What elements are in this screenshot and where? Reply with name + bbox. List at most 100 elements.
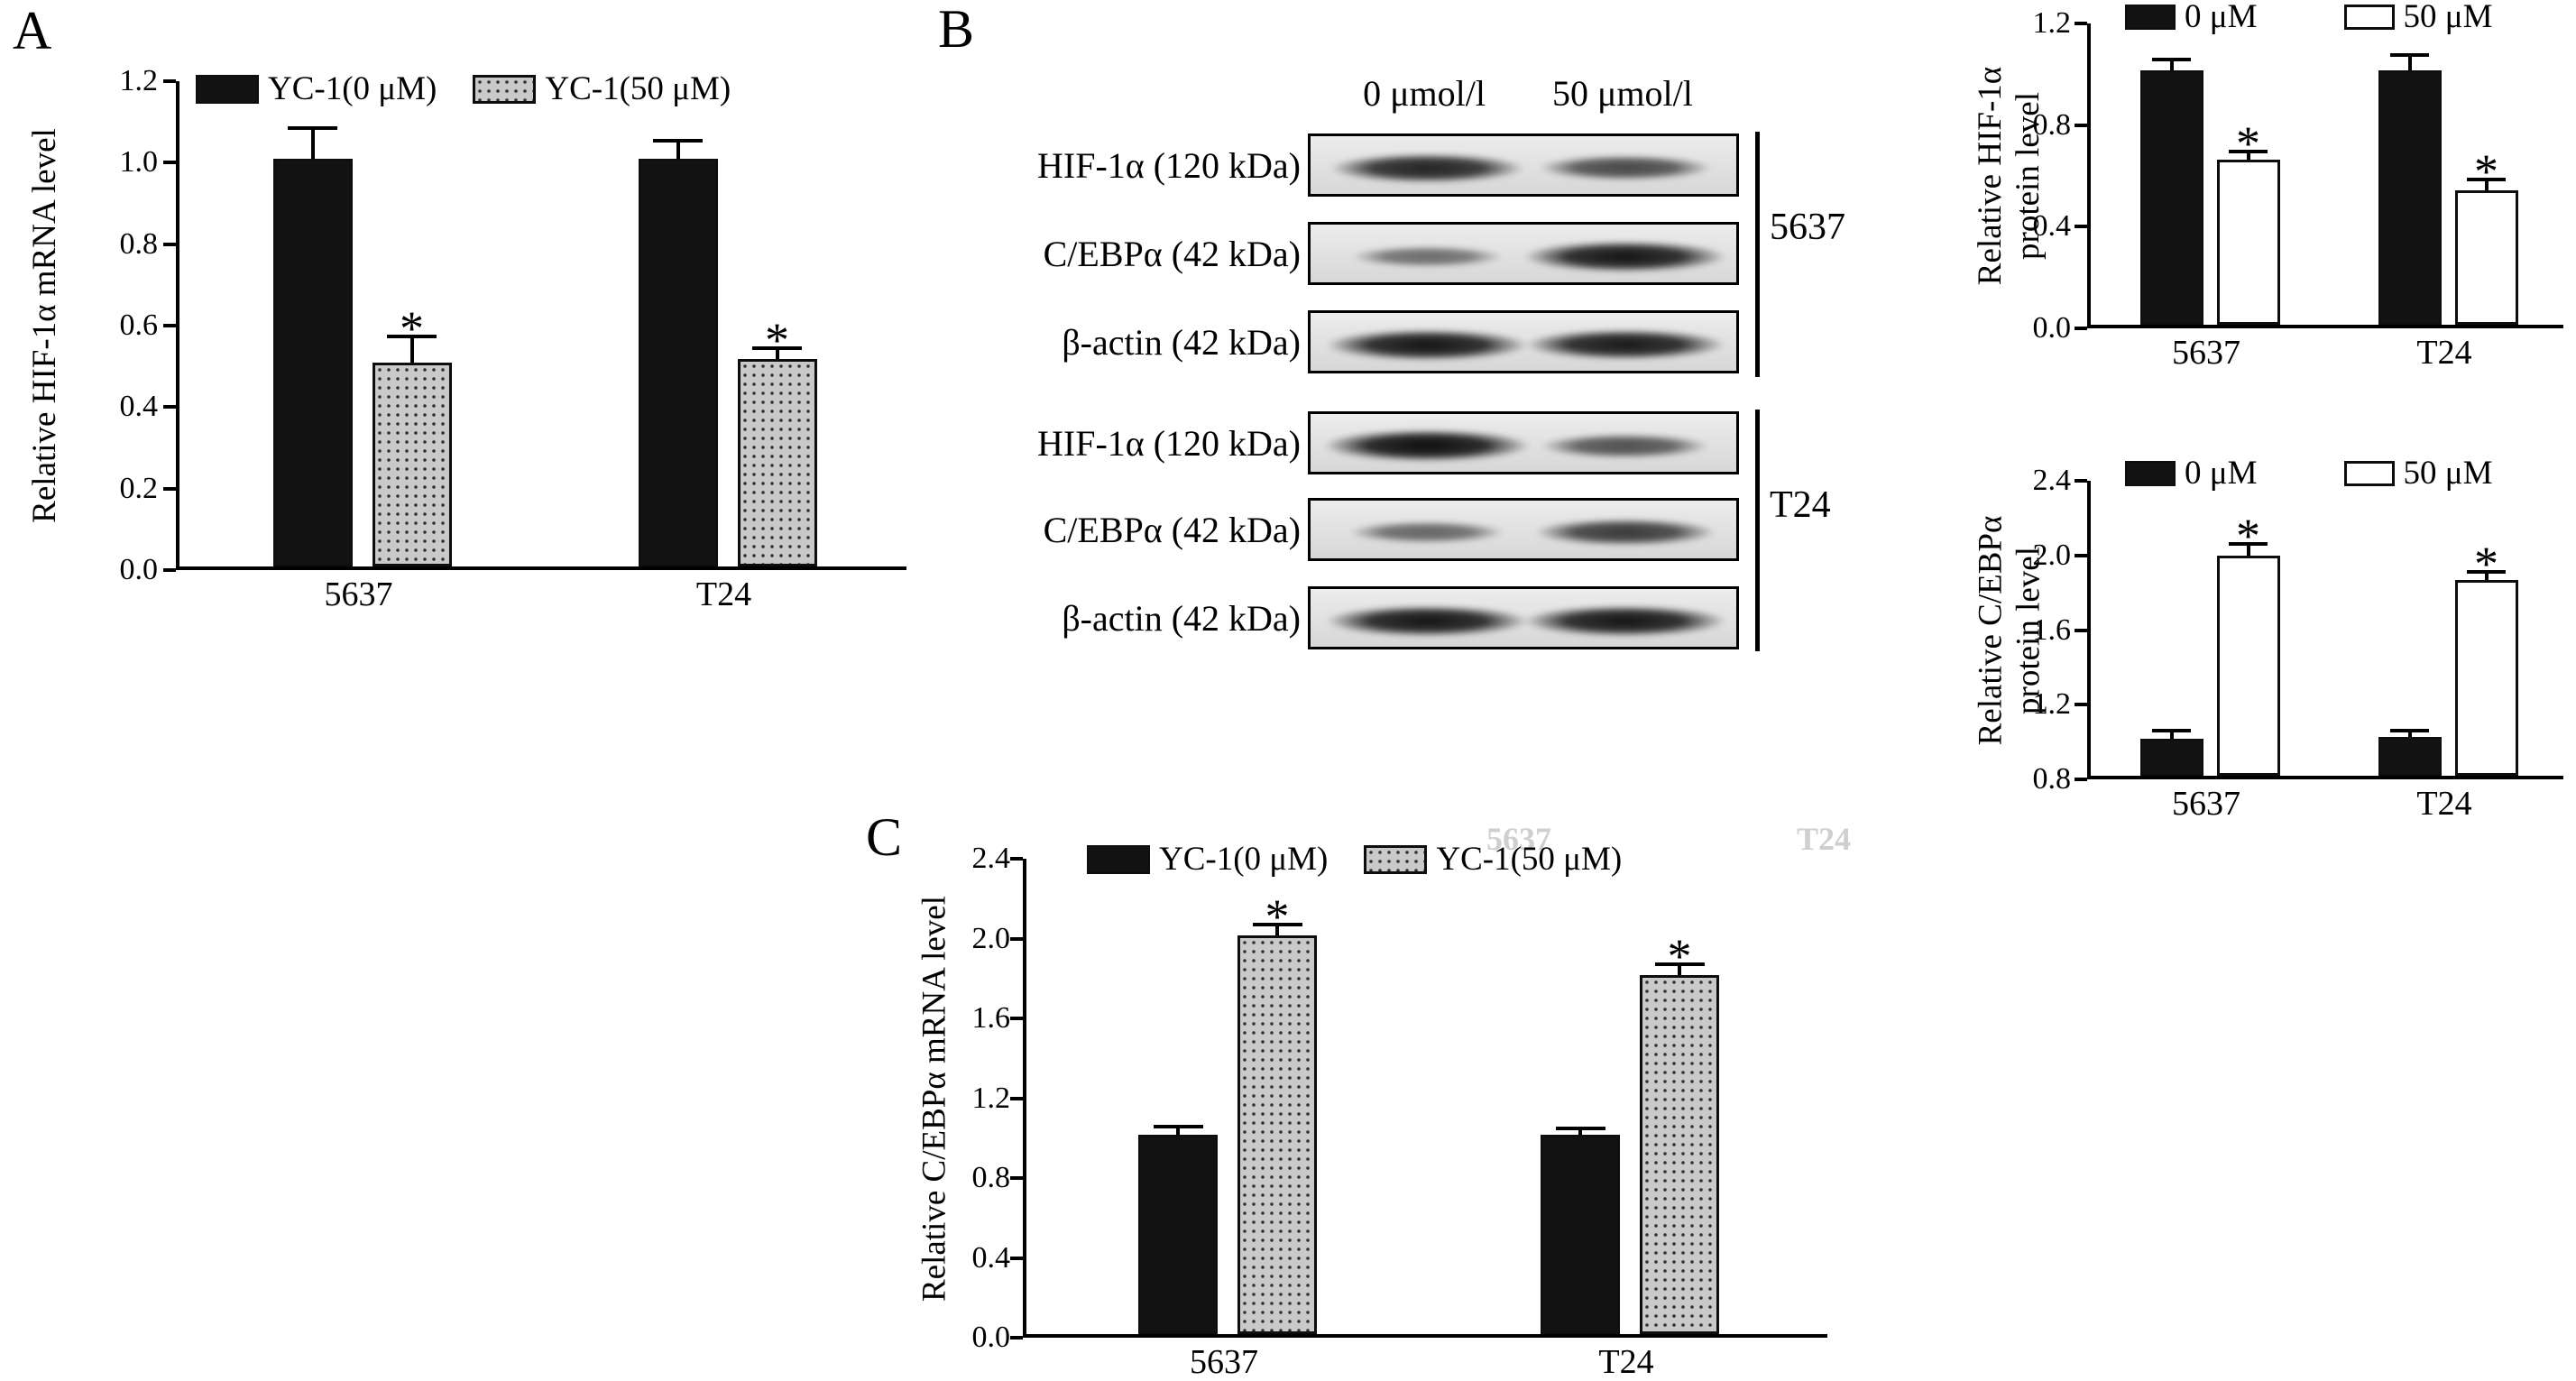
error-bar bbox=[676, 138, 680, 160]
protein-band bbox=[1320, 327, 1533, 362]
error-bar bbox=[1275, 923, 1279, 935]
plot-area: * * bbox=[2087, 23, 2563, 328]
bar bbox=[2139, 70, 2203, 325]
error-bar-cap bbox=[2229, 542, 2268, 547]
legend-swatch bbox=[2343, 460, 2395, 486]
error-bar bbox=[2169, 58, 2174, 71]
legend-swatch bbox=[196, 74, 259, 104]
error-bar bbox=[1678, 962, 1681, 975]
ytick-mark bbox=[2075, 778, 2087, 781]
y-axis-label: Relative HIF-1α protein level bbox=[1972, 23, 2047, 328]
blot-box bbox=[1308, 498, 1739, 561]
y-axis-label-line: Relative HIF-1α bbox=[1972, 66, 2009, 286]
protein-band bbox=[1537, 432, 1714, 459]
bar bbox=[1640, 974, 1719, 1334]
chart-hif1a-protein: * * 0.0 0.4 0.8 1.2 5637 T24 0 μM 50 μM Relative H… bbox=[1945, 0, 2576, 397]
error-bar bbox=[2484, 570, 2489, 580]
legend-swatch bbox=[2343, 4, 2395, 30]
bar bbox=[2139, 738, 2203, 776]
error-bar bbox=[775, 346, 779, 359]
bar bbox=[2378, 70, 2442, 325]
ytick-mark bbox=[2075, 22, 2087, 25]
blot-box bbox=[1308, 133, 1739, 197]
ytick-label: 0.8 bbox=[2032, 107, 2072, 142]
y-axis-label-line: protein level bbox=[2010, 92, 2047, 260]
category-label: T24 bbox=[695, 575, 752, 613]
error-bar bbox=[2246, 542, 2250, 556]
legend-item: YC-1(50 μM) bbox=[1364, 842, 1622, 876]
legend-label: 50 μM bbox=[2403, 455, 2493, 492]
legend-swatch bbox=[1087, 844, 1150, 874]
ytick-label: 0.4 bbox=[971, 1240, 1011, 1275]
y-axis-label-line: Relative C/EBPα mRNA level bbox=[915, 895, 952, 1302]
legend: YC-1(0 μM) YC-1(50 μM) bbox=[1087, 842, 1622, 876]
significance-marker: * bbox=[2474, 143, 2498, 198]
ytick-mark bbox=[1010, 857, 1023, 861]
group-bracket bbox=[1755, 132, 1760, 377]
ytick-mark bbox=[1010, 936, 1023, 941]
protein-band bbox=[1346, 520, 1509, 544]
cell-line-label: T24 bbox=[1770, 484, 1831, 526]
category-label: 5637 bbox=[2172, 334, 2240, 372]
y-axis-label-line: protein level bbox=[2010, 546, 2047, 714]
bar bbox=[638, 159, 718, 566]
legend-item: 50 μM bbox=[2343, 455, 2493, 492]
error-bar bbox=[2169, 729, 2174, 739]
ytick-mark bbox=[1010, 1256, 1023, 1260]
ytick-mark bbox=[1010, 1096, 1023, 1100]
protein-band bbox=[1320, 603, 1533, 638]
lane-header: 0 μmol/l bbox=[1363, 73, 1486, 114]
chart-hif1a-mrna: * * 0.0 0.2 0.4 0.6 0.8 1.0 1.2 5637 T24 YC-1(0 μM)… bbox=[26, 66, 929, 667]
error-bar-cap bbox=[2467, 177, 2506, 181]
error-bar-cap bbox=[2390, 729, 2429, 733]
bar bbox=[272, 159, 353, 566]
legend-label: 0 μM bbox=[2185, 0, 2258, 35]
error-bar bbox=[2484, 177, 2489, 190]
ytick-mark bbox=[2075, 703, 2087, 707]
blot-row-label: HIF-1α (120 kDa) bbox=[1036, 144, 1301, 186]
legend-label: 50 μM bbox=[2403, 0, 2493, 35]
legend-swatch bbox=[2125, 4, 2176, 30]
panel-c-label: C bbox=[866, 807, 903, 867]
legend-label: YC-1(0 μM) bbox=[1159, 841, 1329, 878]
ytick-mark bbox=[163, 79, 176, 83]
ytick-label: 1.6 bbox=[2032, 612, 2072, 647]
ytick-mark bbox=[1010, 1336, 1023, 1340]
ytick-mark bbox=[2075, 327, 2087, 330]
protein-band bbox=[1325, 152, 1529, 184]
error-bar-cap bbox=[653, 138, 703, 143]
error-bar bbox=[1176, 1124, 1180, 1135]
lane-header: 50 μmol/l bbox=[1551, 73, 1693, 114]
significance-marker: * bbox=[400, 300, 424, 355]
legend-swatch bbox=[1364, 844, 1428, 874]
bar bbox=[1237, 934, 1317, 1334]
chart-cebpa-protein: * * 0.8 1.2 1.6 2.0 2.4 5637 T24 0 μM 50 μM Relativ… bbox=[1945, 431, 2576, 882]
bar bbox=[1138, 1134, 1218, 1334]
ytick-label: 0.8 bbox=[119, 226, 159, 261]
bar bbox=[737, 358, 817, 566]
y-axis-label-line: Relative HIF-1α mRNA level bbox=[26, 128, 63, 523]
significance-marker: * bbox=[765, 313, 789, 368]
category-label: 5637 bbox=[2172, 785, 2240, 823]
bar bbox=[2378, 736, 2442, 776]
ytick-mark bbox=[163, 568, 176, 572]
ytick-mark bbox=[2075, 553, 2087, 557]
bar bbox=[2454, 189, 2518, 325]
chart-cebpa-mrna: * * 0.0 0.4 0.8 1.2 1.6 2.0 2.4 5637 T24 YC-1(0 μM)… bbox=[911, 837, 1885, 1379]
significance-marker: * bbox=[1265, 889, 1290, 944]
error-bar bbox=[2407, 729, 2412, 737]
protein-band bbox=[1520, 327, 1730, 362]
protein-band bbox=[1534, 154, 1716, 181]
ytick-label: 1.6 bbox=[971, 1001, 1011, 1035]
error-bar-cap bbox=[288, 126, 337, 131]
bar bbox=[2216, 555, 2280, 776]
legend: YC-1(0 μM) YC-1(50 μM) bbox=[196, 72, 731, 106]
ytick-mark bbox=[1010, 1176, 1023, 1180]
ytick-mark bbox=[1010, 1017, 1023, 1020]
error-bar-cap bbox=[1252, 923, 1302, 927]
legend-item: YC-1(0 μM) bbox=[1087, 842, 1328, 876]
ytick-label: 0.4 bbox=[2032, 209, 2072, 244]
protein-band bbox=[1319, 428, 1536, 463]
blot-box bbox=[1308, 586, 1739, 649]
category-label: T24 bbox=[1598, 1343, 1654, 1381]
